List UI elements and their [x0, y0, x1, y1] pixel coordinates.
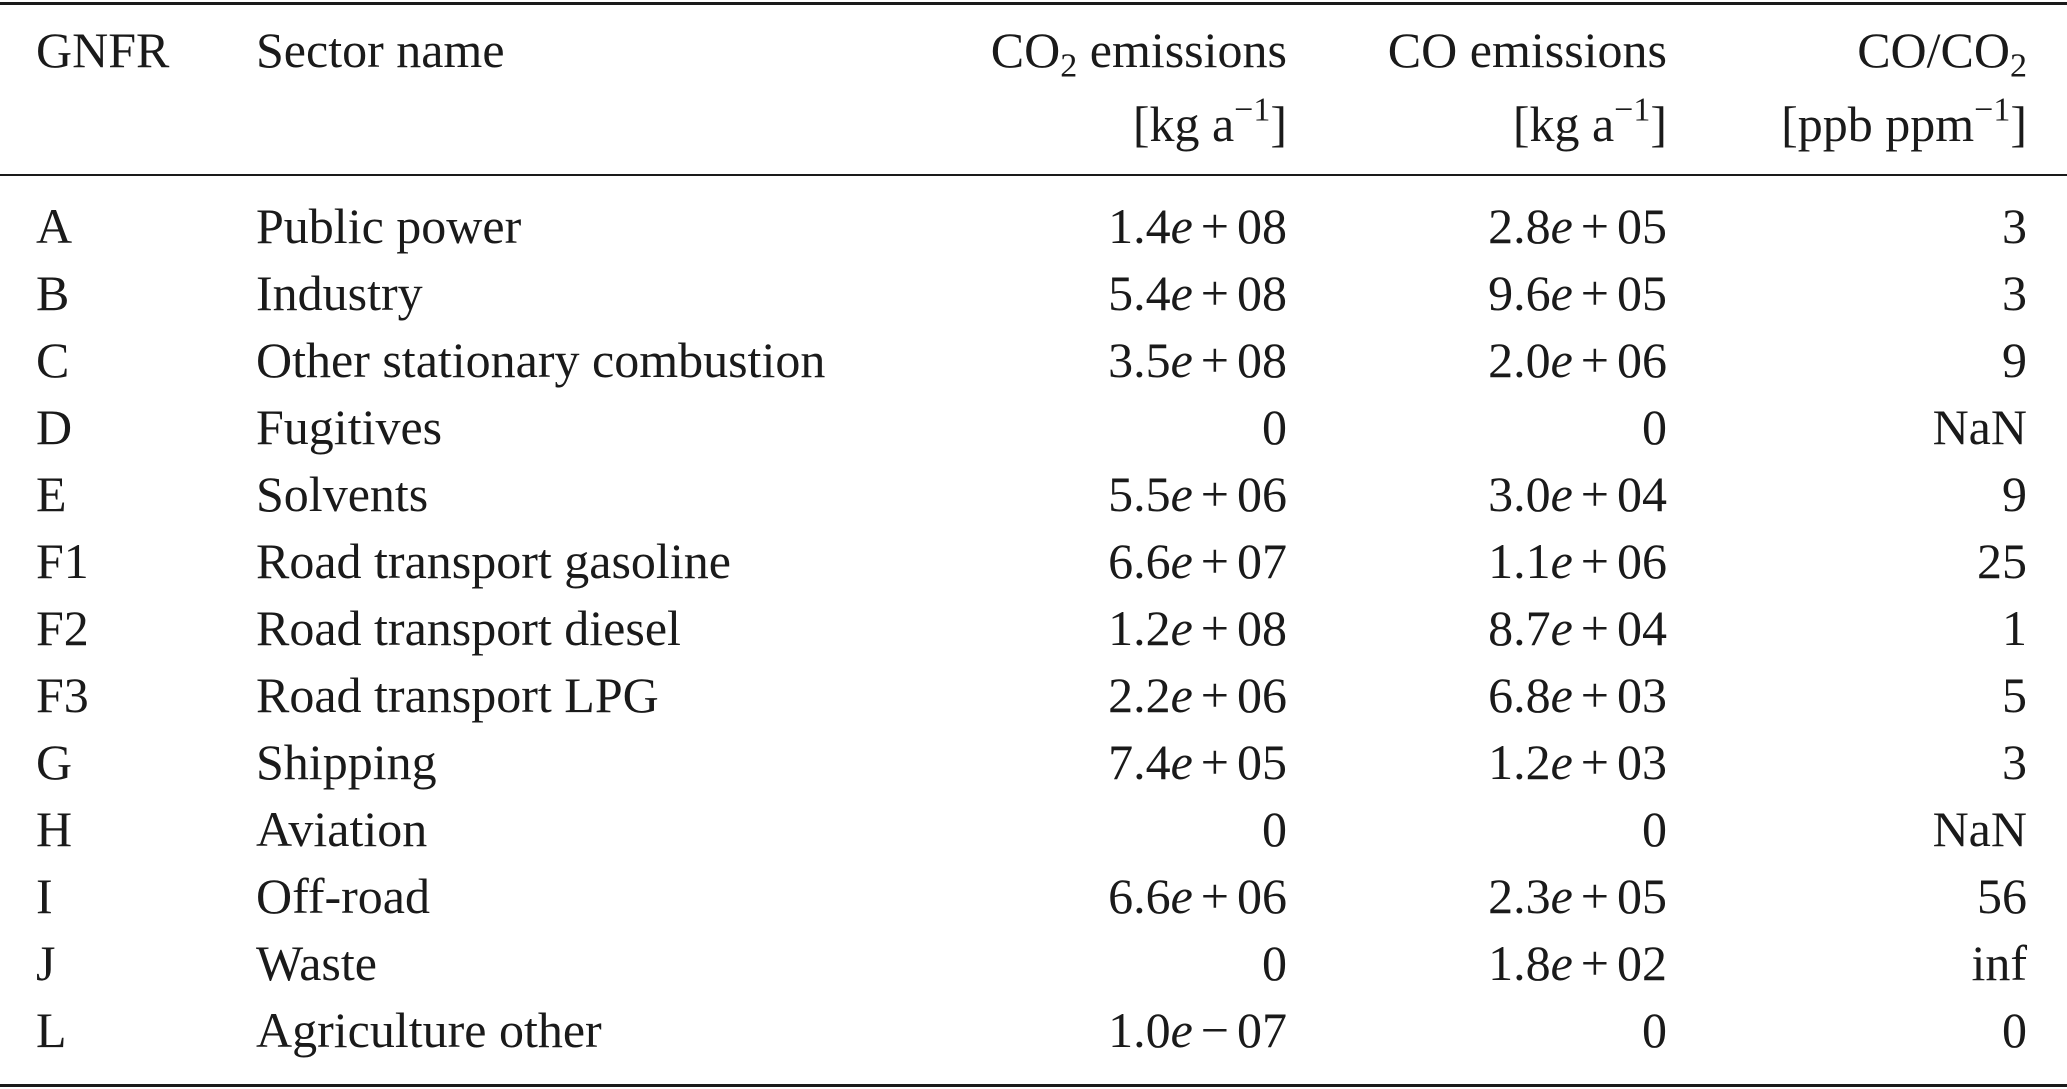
- co-emissions-cell: 0: [1642, 1002, 1667, 1058]
- gnfr-code-cell: B: [36, 265, 70, 321]
- co-co2-ratio-cell: 3: [2002, 198, 2027, 254]
- header-co-emissions: CO emissions: [1387, 22, 1667, 78]
- co-emissions-cell: 3.0e +04: [1488, 466, 1667, 522]
- co2-emissions-cell: 0: [1262, 935, 1287, 991]
- gnfr-code-cell: G: [36, 734, 73, 790]
- sector-name-cell: Aviation: [256, 801, 428, 857]
- header-ratio-unit: [ppb ppm−1]: [1781, 91, 2027, 152]
- co-co2-ratio-cell: 9: [2002, 332, 2027, 388]
- gnfr-code-cell: H: [36, 801, 73, 857]
- header-co-co2-ratio: CO/CO2: [1857, 22, 2027, 85]
- header-sector-name: Sector name: [256, 22, 505, 78]
- gnfr-code-cell: I: [36, 868, 53, 924]
- sector-name-cell: Public power: [256, 198, 522, 254]
- co2-emissions-cell: 1.2e +08: [1108, 600, 1287, 656]
- co-emissions-cell: 1.2e +03: [1488, 734, 1667, 790]
- gnfr-code-cell: A: [36, 198, 73, 254]
- co2-emissions-cell: 3.5e +08: [1108, 332, 1287, 388]
- co-co2-ratio-cell: 0: [2002, 1002, 2027, 1058]
- gnfr-code-cell: F2: [36, 600, 89, 656]
- co-emissions-cell: 1.1e +06: [1488, 533, 1667, 589]
- gnfr-code-cell: C: [36, 332, 70, 388]
- gnfr-code-cell: L: [36, 1002, 67, 1058]
- bottom-rule: [0, 1084, 2067, 1087]
- sector-name-cell: Off-road: [256, 868, 430, 924]
- sector-name-cell: Shipping: [256, 734, 437, 790]
- co-emissions-cell: 2.0e +06: [1488, 332, 1667, 388]
- header-gnfr: GNFR: [36, 22, 170, 78]
- co2-emissions-cell: 2.2e +06: [1108, 667, 1287, 723]
- header-co2-unit: [kg a−1]: [1132, 91, 1287, 152]
- co-co2-ratio-cell: 3: [2002, 265, 2027, 321]
- sector-name-cell: Road transport diesel: [256, 600, 681, 656]
- sector-name-cell: Agriculture other: [256, 1002, 602, 1058]
- header-rule: [0, 174, 2067, 176]
- sector-name-cell: Solvents: [256, 466, 429, 522]
- co-co2-ratio-cell: NaN: [1932, 801, 2027, 857]
- top-rule: [0, 2, 2067, 5]
- gnfr-code-cell: F1: [36, 533, 89, 589]
- co-co2-ratio-cell: NaN: [1932, 399, 2027, 455]
- co-co2-ratio-cell: inf: [1971, 935, 2027, 991]
- co2-emissions-cell: 1.0e −07: [1108, 1002, 1287, 1058]
- gnfr-code-cell: F3: [36, 667, 89, 723]
- co2-emissions-cell: 0: [1262, 801, 1287, 857]
- co-co2-ratio-cell: 56: [1977, 868, 2027, 924]
- co-co2-ratio-cell: 25: [1977, 533, 2027, 589]
- co-emissions-cell: 9.6e +05: [1488, 265, 1667, 321]
- co-co2-ratio-cell: 5: [2002, 667, 2027, 723]
- gnfr-code-cell: D: [36, 399, 73, 455]
- co-emissions-cell: 6.8e +03: [1488, 667, 1667, 723]
- sector-name-cell: Road transport gasoline: [256, 533, 731, 589]
- co2-emissions-cell: 6.6e +06: [1108, 868, 1287, 924]
- co-co2-ratio-cell: 1: [2002, 600, 2027, 656]
- co2-emissions-cell: 7.4e +05: [1108, 734, 1287, 790]
- co-emissions-cell: 2.3e +05: [1488, 868, 1667, 924]
- sector-name-cell: Other stationary combustion: [256, 332, 826, 388]
- co-emissions-cell: 1.8e +02: [1488, 935, 1667, 991]
- co2-emissions-cell: 0: [1262, 399, 1287, 455]
- gnfr-code-cell: J: [36, 935, 56, 991]
- header-co2-emissions: CO2 emissions: [990, 22, 1287, 85]
- co-emissions-cell: 0: [1642, 399, 1667, 455]
- co-co2-ratio-cell: 3: [2002, 734, 2027, 790]
- co2-emissions-cell: 6.6e +07: [1108, 533, 1287, 589]
- sector-name-cell: Fugitives: [256, 399, 443, 455]
- co-co2-ratio-cell: 9: [2002, 466, 2027, 522]
- sector-name-cell: Waste: [256, 935, 377, 991]
- gnfr-code-cell: E: [36, 466, 67, 522]
- co-emissions-cell: 2.8e +05: [1488, 198, 1667, 254]
- co2-emissions-cell: 1.4e +08: [1108, 198, 1287, 254]
- header-co-unit: [kg a−1]: [1512, 91, 1667, 152]
- sector-name-cell: Road transport LPG: [256, 667, 659, 723]
- co2-emissions-cell: 5.4e +08: [1108, 265, 1287, 321]
- co-emissions-cell: 0: [1642, 801, 1667, 857]
- co-emissions-cell: 8.7e +04: [1488, 600, 1667, 656]
- co2-emissions-cell: 5.5e +06: [1108, 466, 1287, 522]
- sector-name-cell: Industry: [256, 265, 423, 321]
